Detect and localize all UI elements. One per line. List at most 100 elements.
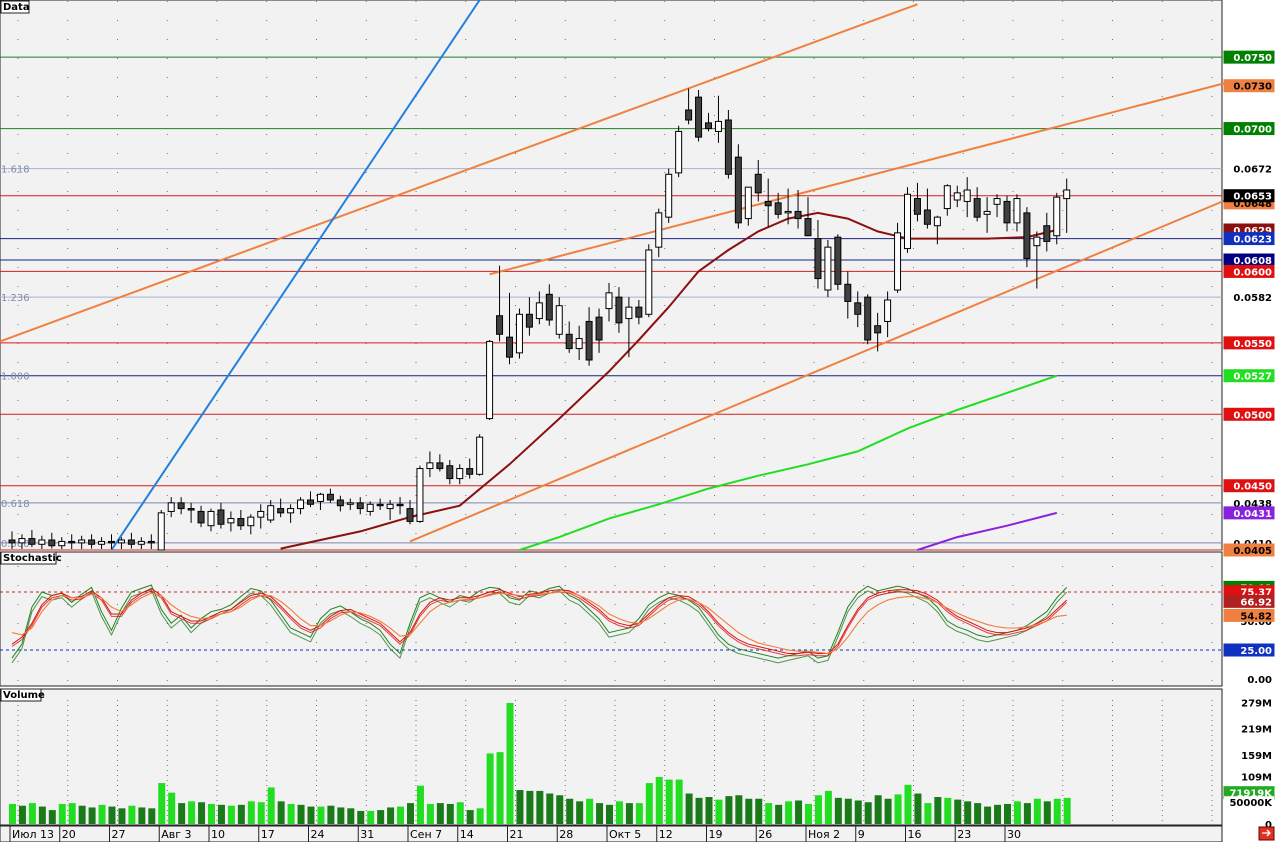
date-label: 24: [311, 828, 325, 841]
stochastic-line: [11, 587, 1068, 654]
date-label: Авг 3: [161, 828, 191, 841]
price-axis-label-box: [1223, 50, 1275, 64]
volume-bar: [297, 804, 305, 824]
candle-body: [167, 502, 175, 512]
candle-body: [645, 249, 653, 315]
volume-bar: [904, 784, 912, 824]
volume-bar: [148, 808, 156, 824]
volume-bar: [705, 797, 713, 824]
candle-body: [8, 539, 16, 544]
candle-body: [436, 462, 444, 470]
volume-axis-label-box: [1224, 770, 1274, 783]
candle-body: [316, 493, 324, 502]
candle-body: [287, 508, 295, 514]
stochastic-axis-label: 54.82: [1240, 611, 1272, 622]
candle-body: [834, 236, 842, 285]
volume-bar: [327, 805, 335, 824]
stochastic-panel: Stochastic: [0, 551, 1223, 687]
price-panel: 1.618 1.236 1.000 0.618 0.500 Data: [0, 0, 1227, 551]
candle-body: [127, 539, 135, 545]
volume-bar: [824, 790, 832, 824]
candle-body: [734, 156, 742, 224]
volume-bar: [416, 785, 424, 824]
price-axis-label-box: [1223, 336, 1275, 350]
volume-bar: [1013, 801, 1021, 824]
candle-body: [386, 503, 394, 510]
volume-bar: [38, 806, 46, 824]
candle-body: [38, 539, 46, 545]
price-axis-label-box: [1223, 479, 1275, 493]
candle-body: [227, 518, 235, 524]
candle-body: [297, 499, 305, 510]
candle-body: [814, 238, 822, 280]
candle-body: [157, 512, 165, 551]
volume-bar: [645, 783, 653, 824]
candle-body: [307, 499, 314, 505]
price-axis-label-box: [1224, 291, 1274, 304]
volume-bar: [367, 810, 375, 824]
candle-body: [247, 516, 255, 527]
candle-body: [993, 198, 1001, 205]
price-axis-label-box: [1224, 496, 1274, 509]
price-axis-label: 0.0527: [1233, 372, 1272, 383]
candle-body: [147, 540, 155, 544]
price-axis-label-box: [1223, 543, 1275, 557]
candle-body: [595, 316, 603, 341]
volume-bar: [476, 808, 484, 824]
fibonacci-level-label: 0.618: [1, 499, 30, 510]
candle-body: [48, 539, 56, 547]
scroll-to-end-icon[interactable]: [1258, 826, 1275, 841]
stochastic-plot-area[interactable]: [0, 551, 1223, 687]
trendlines[interactable]: [0, 0, 1227, 551]
volume-bar: [536, 790, 544, 824]
date-label: 17: [261, 828, 275, 841]
candle-body: [58, 540, 66, 547]
volume-bar: [267, 787, 275, 824]
candle-body: [277, 508, 285, 514]
volume-bar: [1033, 798, 1041, 824]
candle-body: [754, 173, 762, 194]
volume-bar: [58, 803, 66, 824]
candle-body: [565, 333, 573, 350]
volume-bar: [317, 806, 325, 824]
volume-grid: [17, 700, 1213, 824]
price-axis-label-box: [1223, 407, 1275, 421]
volume-bar: [864, 802, 872, 824]
volume-bar: [814, 795, 822, 824]
date-label: 23: [957, 828, 971, 841]
volume-bar: [357, 810, 365, 824]
volume-bar: [914, 793, 922, 824]
date-label: 31: [360, 828, 374, 841]
stochastic-panel-title: Stochastic: [0, 551, 62, 565]
volume-panel-title-text: Volume: [3, 690, 45, 701]
candle-body: [1053, 196, 1061, 237]
candle-body: [1003, 200, 1011, 224]
candle-body: [824, 246, 832, 291]
candle-body: [705, 122, 712, 130]
price-axis-label: 0.0750: [1233, 53, 1272, 64]
volume-bar: [407, 803, 414, 824]
candle-body: [217, 509, 225, 525]
candle-body: [894, 232, 902, 291]
price-axis-label: 0.0405: [1233, 546, 1272, 557]
candle-body: [774, 202, 782, 215]
trendline: [110, 0, 481, 551]
volume-bar: [198, 802, 206, 824]
date-label: Ноя 2: [808, 828, 840, 841]
candle-body: [953, 192, 961, 201]
volume-bar: [994, 804, 1002, 824]
candle-body: [28, 538, 36, 545]
volume-bar: [257, 802, 265, 824]
moving-average-dark-red: [280, 211, 1058, 550]
volume-bar: [48, 810, 56, 824]
candle-body: [585, 320, 593, 361]
candle-body: [456, 468, 464, 480]
volume-bar: [9, 803, 16, 824]
stochastic-lines: [11, 584, 1068, 664]
volume-bar: [108, 806, 116, 824]
candle-body: [864, 296, 872, 341]
price-axis-label-box: [1224, 162, 1274, 175]
volume-bar: [456, 802, 464, 824]
